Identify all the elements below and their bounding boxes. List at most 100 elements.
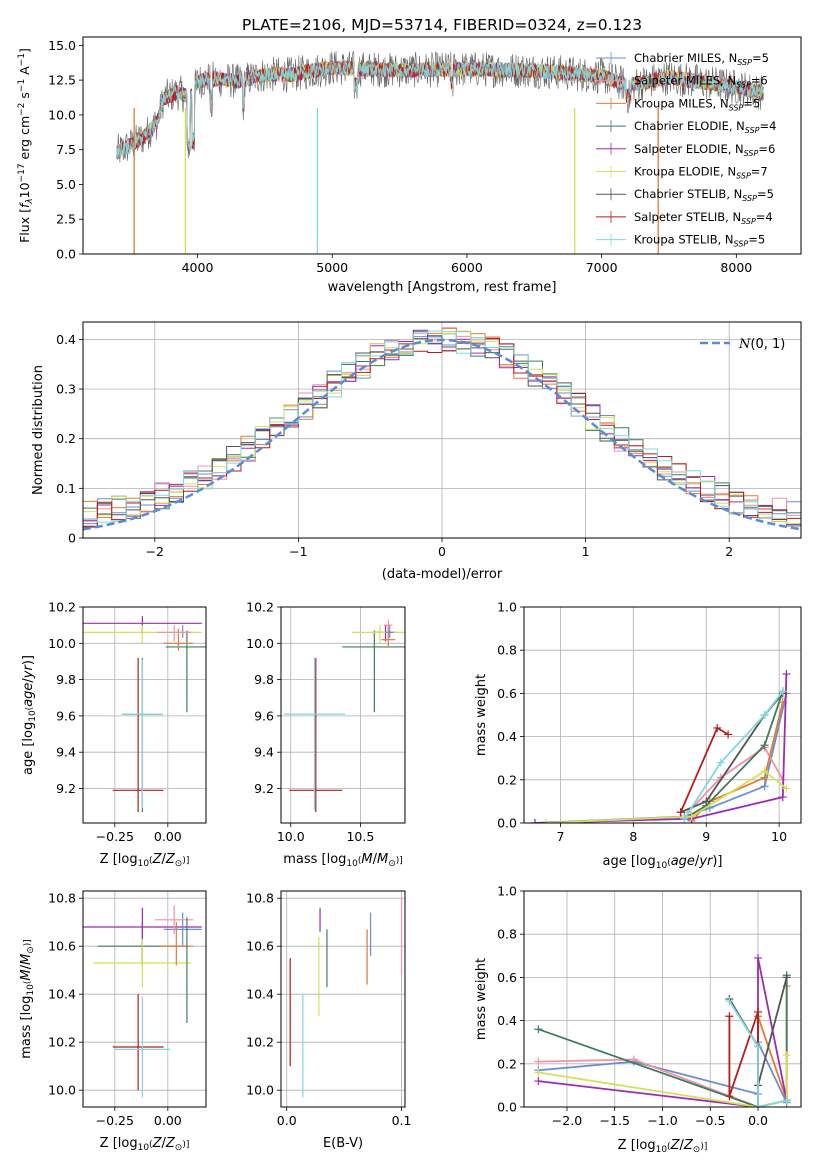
weight-marker	[778, 687, 787, 696]
weight-line-3	[757, 986, 788, 1107]
weight-marker	[760, 711, 769, 719]
y-tick-label: 9.4	[254, 745, 274, 760]
x-tick-label: 0.00	[154, 829, 182, 844]
weight-marker	[782, 1096, 791, 1105]
mass-vs-ebv-plot-area	[289, 898, 403, 1098]
axes-frame	[82, 890, 207, 1108]
weight-marker	[782, 784, 791, 793]
y-tick-label: 0.0	[56, 247, 76, 262]
legend-label-5: Salpeter ELODIE, NSSP=6	[634, 142, 775, 158]
x-tick-label: 9	[702, 829, 710, 844]
y-tick-label: 15.0	[48, 38, 76, 53]
weight-marker	[534, 1025, 543, 1034]
y-tick-label: 10.2	[246, 600, 274, 615]
y-tick-label: 9.2	[254, 781, 274, 796]
y-tick-label: 2.5	[56, 212, 76, 227]
histogram-step-9	[83, 330, 801, 523]
weight-marker	[782, 1051, 791, 1060]
weight-marker	[687, 812, 696, 821]
weight-marker	[760, 741, 769, 750]
weight-marker	[534, 1057, 543, 1066]
legend-label-8: Salpeter STELIB, NSSP=4	[634, 210, 773, 226]
legend-label-6: Kroupa ELODIE, NSSP=7	[634, 165, 768, 181]
y-tick-label: 10.4	[246, 987, 274, 1002]
axes-frame	[82, 321, 802, 539]
y-tick-label: 0.1	[56, 481, 76, 496]
x-tick-label: 5000	[316, 260, 348, 275]
weight-marker	[530, 819, 539, 823]
y-tick-label: 0.4	[497, 1013, 517, 1028]
spectrum-panel: 4000 5000 6000 7000 8000 0.0 2.5 5.0 7.5 10.0 12.5…	[17, 36, 802, 295]
legend-label-4: Chabrier ELODIE, NSSP=4	[634, 119, 776, 135]
weight-line-2	[687, 746, 784, 813]
y-tick-label: 0.0	[497, 1100, 517, 1115]
y-tick-label: 7.5	[56, 142, 76, 157]
y-tick-label: 10.2	[246, 1035, 274, 1050]
axes-frame	[82, 606, 207, 824]
x-tick-label: −1	[289, 544, 307, 559]
y-tick-label: 10.2	[48, 600, 76, 615]
x-tick-label: 0.0	[277, 1113, 297, 1128]
axes-frame	[82, 36, 802, 255]
weight-line-4	[687, 690, 784, 818]
weight-line-8	[679, 726, 729, 813]
x-tick-label: 0	[438, 544, 446, 559]
weight-marker	[760, 782, 769, 791]
gaussian-curve	[83, 338, 801, 531]
x-tick-label: −0.25	[96, 1113, 134, 1128]
x-axis-label: (data-model)/error	[382, 567, 503, 582]
legend-label-2: Salpeter MILES, NSSP=6	[634, 74, 768, 90]
weight-marker	[725, 1092, 734, 1101]
y-tick-label: 0.4	[56, 332, 76, 347]
y-tick-label: 10.0	[48, 636, 76, 651]
y-tick-label: 1.0	[497, 600, 517, 615]
y-tick-label: 10.6	[246, 939, 274, 954]
y-tick-label: 10.2	[48, 1035, 76, 1050]
weight-marker	[754, 1007, 763, 1016]
axes-frame	[280, 606, 406, 824]
y-tick-label: 10.0	[48, 1083, 76, 1098]
axes-frame	[523, 890, 802, 1108]
weight-marker	[778, 793, 787, 802]
age-vs-z-plot-area	[83, 616, 206, 813]
y-axis-label: Flux [fλ10−17 erg cm−2 s−1 A−1]	[17, 48, 35, 243]
mass-vs-z-plot-area	[83, 905, 202, 1098]
x-tick-label: −2.0	[552, 1113, 582, 1128]
y-tick-label: 9.8	[254, 672, 274, 687]
y-axis-label: mass weight	[474, 958, 489, 1040]
x-tick-label: 8	[629, 829, 637, 844]
mass-vs-z-panel: −0.25 0.00 10.0 10.2 10.4 10.6 10.8 Z [log10(Z/…	[19, 890, 207, 1153]
weight-marker	[754, 1042, 763, 1051]
x-tick-label: 0.1	[392, 1113, 412, 1128]
y-tick-label: 9.4	[56, 745, 76, 760]
x-axis-label: wavelength [Angstrom, rest frame]	[328, 280, 557, 295]
y-tick-label: 10.6	[48, 939, 76, 954]
x-tick-label: −1.0	[647, 1113, 677, 1128]
mass-vs-ebv-panel: 0.0 0.1 10.0 10.2 10.4 10.6 10.8 E(B-V)	[246, 890, 412, 1151]
weight-marker	[724, 730, 733, 739]
y-tick-label: 0.2	[497, 772, 517, 787]
legend-label-7: Chabrier STELIB, NSSP=5	[634, 187, 774, 203]
x-axis-label: mass [log10(M/M⊙)]	[283, 852, 403, 869]
y-tick-label: 0.6	[497, 686, 517, 701]
y-tick-label: 0.8	[497, 643, 517, 658]
y-tick-label: 9.6	[254, 708, 274, 723]
y-tick-label: 9.2	[56, 781, 76, 796]
y-tick-label: 0.8	[497, 927, 517, 942]
x-tick-label: 4000	[182, 260, 214, 275]
weight-line-9	[728, 1000, 787, 1107]
age-vs-mass-plot-area	[283, 619, 405, 813]
x-axis-label: age [log10(age/yr)]	[602, 854, 722, 871]
weight-vs-z-panel: −2.0 −1.5 −1.0 −0.5 0.0 0.0 0.2 0.4 0.6 0.8 1.0 mas…	[474, 884, 802, 1155]
weight-vs-z-plot-area	[534, 953, 791, 1107]
y-tick-label: 0.0	[497, 816, 517, 831]
y-tick-label: 0.4	[497, 729, 517, 744]
weight-marker	[676, 808, 685, 817]
weight-marker	[716, 758, 725, 767]
x-axis-label: E(B-V)	[323, 1136, 363, 1151]
age-vs-z-panel: −0.25 0.00 9.2 9.4 9.6 9.8 10.0 10.2 Z [log10(Z/…	[21, 600, 207, 869]
weight-line-3	[691, 701, 784, 822]
y-tick-label: 5.0	[56, 177, 76, 192]
weight-marker	[534, 1068, 543, 1077]
